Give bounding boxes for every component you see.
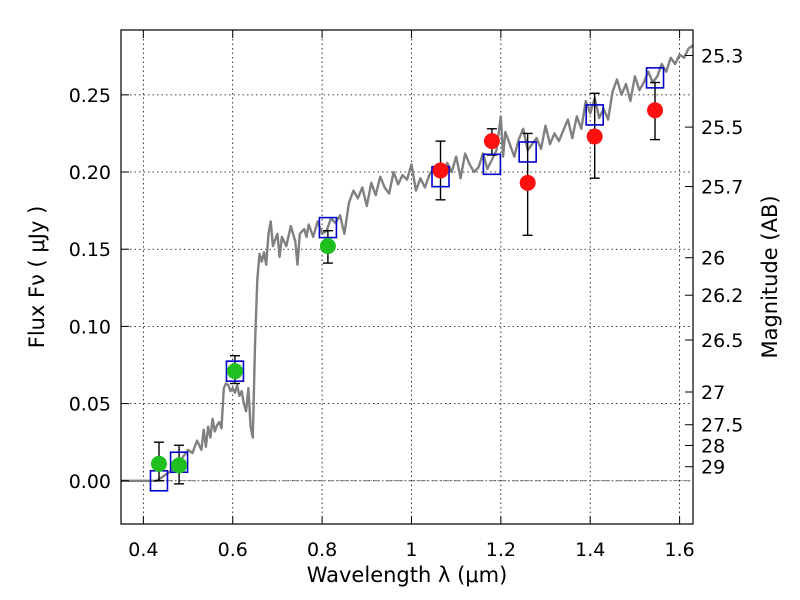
x-axis-title: Wavelength λ (μm) [307, 563, 508, 587]
model-flux-square [518, 141, 537, 163]
hst-data-point [432, 162, 449, 179]
y2-axis-title: Magnitude (AB) [758, 195, 782, 358]
ground-data-point [226, 363, 243, 380]
x-tick-label: 0.4 [128, 539, 158, 561]
hst-data-point [647, 102, 664, 119]
magnitude-tick-label: 26.2 [701, 285, 743, 307]
magnitude-tick-label: 25.7 [701, 177, 743, 199]
magnitude-tick-label: 28 [701, 435, 725, 457]
x-tick-label: 0.6 [218, 539, 248, 561]
magnitude-tick-label: 25.5 [701, 117, 743, 139]
ground-data-point [319, 238, 336, 255]
x-tick-label: 1.2 [486, 539, 516, 561]
plot-layer [121, 44, 694, 492]
ground-data-point [171, 457, 188, 474]
plot-frame [120, 29, 694, 525]
tick-layer: 0.4 0.6 0.8 1 1.2 1.4 1.6 0.00 0.05 0.10 0.15 0.20 0… [69, 30, 743, 561]
x-tick-label: 1.4 [575, 539, 605, 561]
x-tick-label: 0.8 [307, 539, 337, 561]
hst-data-point [586, 128, 603, 145]
y-tick-label: 0.20 [69, 162, 111, 184]
y-tick-label: 0.10 [69, 316, 111, 338]
magnitude-tick-label: 27.5 [701, 415, 743, 437]
y-tick-label: 0.15 [69, 239, 111, 261]
magnitude-tick-label: 25.3 [701, 45, 743, 67]
magnitude-tick-label: 26 [701, 248, 725, 270]
magnitude-tick-label: 26.5 [701, 330, 743, 352]
model-flux-square [225, 360, 245, 382]
y-axis-title: Flux Fν ( μJy ) [25, 206, 49, 349]
y-tick-label: 0.05 [69, 394, 111, 416]
y-tick-label: 0.00 [69, 471, 111, 493]
model-flux-square [482, 153, 502, 176]
x-tick-label: 1.6 [664, 539, 694, 561]
model-flux-square [645, 67, 665, 89]
hst-data-point [519, 174, 536, 191]
y-tick-label: 0.25 [69, 85, 111, 107]
model-flux-square [318, 216, 338, 239]
model-flux-square [585, 104, 604, 126]
ground-data-point [150, 455, 167, 472]
hst-data-point [483, 133, 500, 150]
model-spectrum-line [121, 44, 694, 482]
magnitude-tick-label: 29 [701, 457, 725, 479]
magnitude-tick-label: 27 [701, 382, 725, 404]
x-tick-label: 1 [405, 539, 417, 561]
